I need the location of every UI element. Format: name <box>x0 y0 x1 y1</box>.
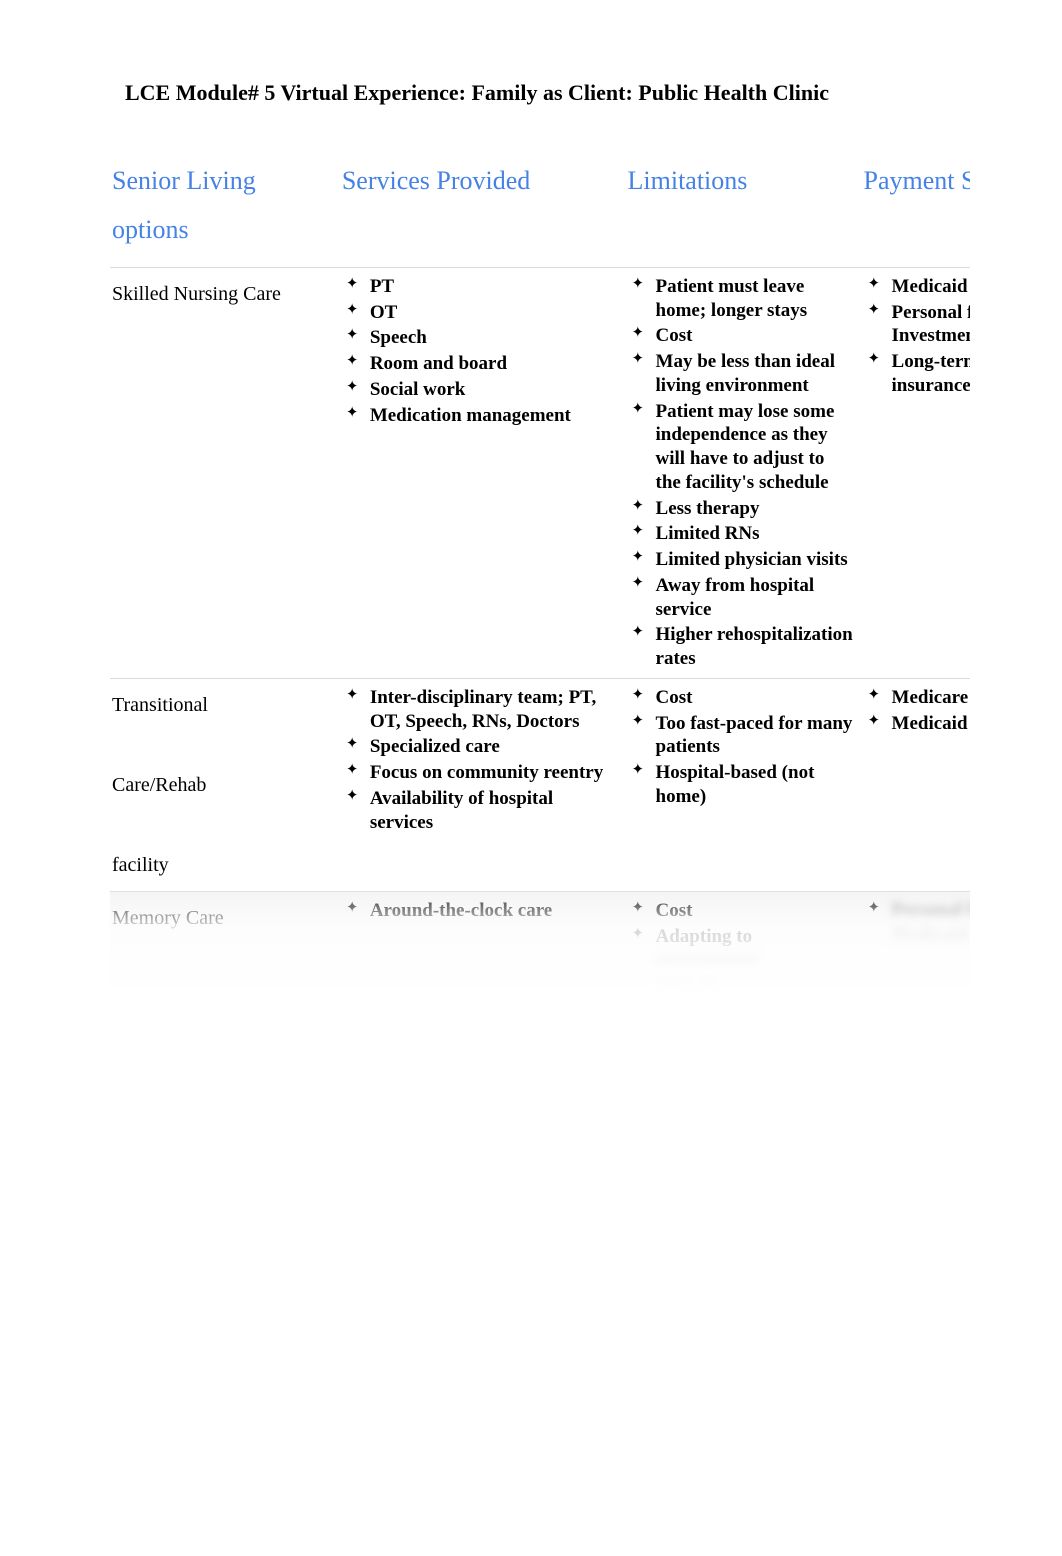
list-item: Medication management <box>370 403 618 429</box>
list-item: Hospital-based (not home) <box>656 760 854 810</box>
list-item: Cost <box>656 685 854 711</box>
services-cell: PT OT Speech Room and board Social work … <box>340 267 626 678</box>
list-item: Long-term care insurance <box>892 349 970 399</box>
list-item: Limited RNs <box>656 521 854 547</box>
list-item: Medicare <box>892 685 970 711</box>
list-item: Personal funds Medicaid <box>892 898 970 948</box>
list-item: Medicaid <box>892 274 970 300</box>
table-row: Transitional Care/Rehab facility Inter-d… <box>110 678 970 891</box>
payment-list: Personal funds Medicaid <box>864 898 970 948</box>
limitations-list: Patient must leave home; longer stays Co… <box>628 274 854 672</box>
limitations-cell: Cost Too fast-paced for many patients Ho… <box>626 678 862 891</box>
payment-list: Medicaid Personal funds, Investments, or… <box>864 274 970 399</box>
limitations-list: Cost Too fast-paced for many patients Ho… <box>628 685 854 810</box>
blurred-text: environment stays in <box>656 949 854 993</box>
list-item: Medicaid <box>892 711 970 737</box>
table-row: Skilled Nursing Care PT OT Speech Room a… <box>110 267 970 678</box>
list-item: Social work <box>370 377 618 403</box>
list-item: OT <box>370 300 618 326</box>
list-item: May be less than ideal living environmen… <box>656 349 854 399</box>
col-header-limitations: Limitations <box>626 146 862 267</box>
option-cell: Skilled Nursing Care <box>110 267 340 678</box>
list-item: Adapting to <box>656 924 854 950</box>
comparison-table: Senior Living options Services Provided … <box>110 146 970 1001</box>
list-item: Speech <box>370 325 618 351</box>
list-item: Focus on community reentry <box>370 760 618 786</box>
list-item: Cost <box>656 323 854 349</box>
list-item: Patient must leave home; longer stays <box>656 274 854 324</box>
col-header-options: Senior Living options <box>110 146 340 267</box>
table-header-row: Senior Living options Services Provided … <box>110 146 970 267</box>
services-cell: Inter-disciplinary team; PT, OT, Speech,… <box>340 678 626 891</box>
list-item: Limited physician visits <box>656 547 854 573</box>
list-item: Too fast-paced for many patients <box>656 711 854 761</box>
limitations-list: Cost Adapting to <box>628 898 854 950</box>
option-cell: Memory Care <box>110 891 340 1000</box>
services-list: Around-the-clock care <box>342 898 618 924</box>
list-item: PT <box>370 274 618 300</box>
list-item: Specialized care <box>370 734 618 760</box>
list-item: Around-the-clock care <box>370 898 618 924</box>
list-item: Away from hospital service <box>656 573 854 623</box>
payment-cell: Medicaid Personal funds, Investments, or… <box>862 267 970 678</box>
list-item: Less therapy <box>656 496 854 522</box>
document-page: LCE Module# 5 Virtual Experience: Family… <box>0 0 1062 1556</box>
list-item: Patient may lose some independence as th… <box>656 399 854 496</box>
comparison-table-wrap: Senior Living options Services Provided … <box>110 146 970 1001</box>
list-item: Cost <box>656 898 854 924</box>
list-item: Room and board <box>370 351 618 377</box>
document-title: LCE Module# 5 Virtual Experience: Family… <box>0 80 1062 146</box>
option-cell: Transitional Care/Rehab facility <box>110 678 340 891</box>
limitations-cell: Patient must leave home; longer stays Co… <box>626 267 862 678</box>
payment-cell: Medicare Medicaid <box>862 678 970 891</box>
payment-cell: Personal funds Medicaid <box>862 891 970 1000</box>
limitations-cell: Cost Adapting to environment stays in <box>626 891 862 1000</box>
list-item: Higher rehospitalization rates <box>656 622 854 672</box>
services-cell: Around-the-clock care <box>340 891 626 1000</box>
list-item: Inter-disciplinary team; PT, OT, Speech,… <box>370 685 618 735</box>
services-list: PT OT Speech Room and board Social work … <box>342 274 618 429</box>
list-item: Availability of hospital services <box>370 786 618 836</box>
payment-list: Medicare Medicaid <box>864 685 970 737</box>
services-list: Inter-disciplinary team; PT, OT, Speech,… <box>342 685 618 836</box>
col-header-payment: Payment Source <box>862 146 970 267</box>
col-header-services: Services Provided <box>340 146 626 267</box>
blurred-text: Personal funds Medicaid <box>892 900 970 945</box>
table-row: Memory Care Around-the-clock care Cost A… <box>110 891 970 1000</box>
list-item: Personal funds, Investments, or assets <box>892 300 970 350</box>
